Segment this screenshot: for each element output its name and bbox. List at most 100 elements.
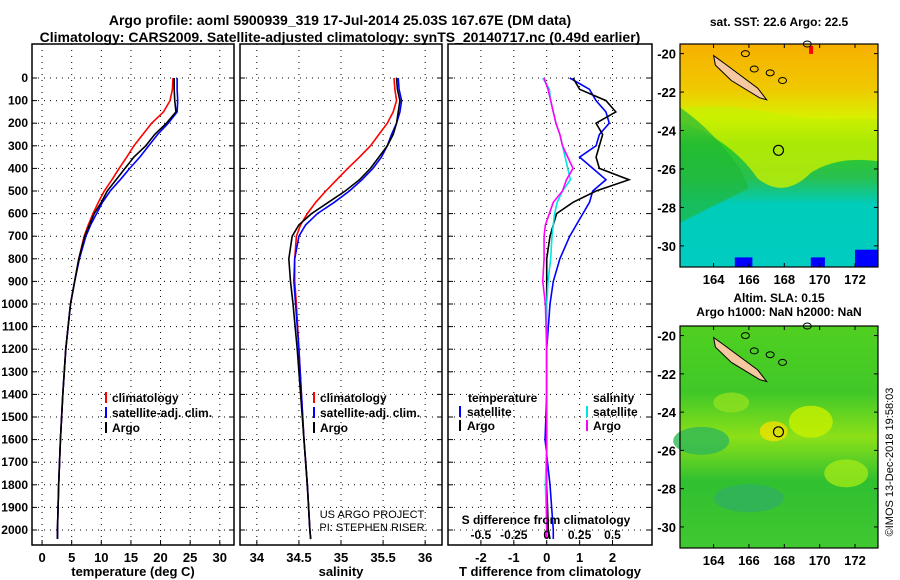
argo-float-marker	[772, 426, 785, 438]
map-subtitle: Argo h1000: NaN h2000: NaN	[696, 305, 861, 319]
lat-tick-label: -22	[657, 367, 676, 382]
x-tick-label: 30	[213, 550, 227, 565]
depth-tick-label: 800	[8, 252, 28, 266]
depth-tick-label: 2000	[1, 523, 28, 537]
lat-tick-label: -24	[657, 405, 677, 420]
map-frame	[679, 43, 879, 268]
sla-anomaly	[713, 392, 750, 413]
x-tick-label: 0	[543, 550, 550, 565]
x-tick-label: 2	[609, 550, 616, 565]
profile-panel-2	[239, 43, 443, 546]
attribution-pi: PI: STEPHEN RISER	[319, 522, 424, 534]
cold-patch	[855, 249, 878, 268]
legend-label: satellite	[467, 405, 512, 419]
legend-title-temperature: temperature	[468, 391, 538, 405]
x-tick-label: 10	[94, 550, 108, 565]
depth-tick-label: 1200	[1, 342, 28, 356]
x-tick-label: 15	[124, 550, 138, 565]
legend-label: satellite-adj. clim.	[320, 406, 420, 420]
depth-tick-label: 1800	[1, 478, 28, 492]
legend-label: climatology	[320, 391, 387, 405]
legend-swatch	[105, 422, 107, 433]
new-caledonia-landmass	[712, 336, 768, 383]
profile-panel-3	[447, 43, 653, 546]
cold-patch	[734, 257, 753, 268]
x-axis-label: salinity	[319, 564, 365, 579]
s-tick-label: -0.5	[471, 528, 492, 542]
lon-tick-label: 164	[703, 553, 725, 568]
map-title: Altim. SLA: 0.15	[733, 291, 825, 305]
lon-tick-label: 170	[809, 272, 831, 287]
depth-tick-label: 1700	[1, 455, 28, 469]
depth-tick-label: 1400	[1, 387, 28, 401]
panel-frame	[31, 43, 235, 546]
depth-tick-label: 1500	[1, 410, 28, 424]
depth-tick-label: 1100	[2, 320, 28, 334]
lon-tick-label: 172	[844, 272, 866, 287]
legend-label: satellite	[593, 405, 638, 419]
lat-tick-label: -24	[657, 124, 677, 139]
s-tick-label: 0.5	[604, 528, 621, 542]
lat-tick-label: -28	[657, 200, 676, 215]
s-tick-label: 0.25	[568, 528, 592, 542]
sla-anomaly	[824, 459, 869, 488]
x-axis-label: T difference from climatology	[459, 564, 642, 579]
series-line-argo	[56, 78, 177, 540]
legend-swatch	[459, 420, 461, 431]
x-tick-label: 36	[418, 550, 432, 565]
lat-tick-label: -30	[657, 239, 676, 254]
legend-swatch	[313, 392, 315, 403]
island-outline	[765, 69, 775, 77]
x-tick-label: 1	[576, 550, 583, 565]
island-outline	[740, 50, 750, 58]
s-tick-label: 0	[543, 528, 550, 542]
legend-label: satellite-adj. clim.	[112, 406, 212, 420]
legend-swatch	[313, 422, 315, 433]
series-line-satellite-adj-clim-	[56, 78, 179, 540]
lon-tick-label: 172	[844, 553, 866, 568]
series-line-climatology	[293, 77, 398, 540]
new-caledonia-landmass	[712, 54, 768, 101]
sla-anomaly	[713, 484, 784, 513]
lat-tick-label: -28	[657, 482, 676, 497]
island-outline	[765, 351, 775, 359]
legend-swatch	[586, 406, 588, 417]
argo-float-marker	[772, 144, 785, 156]
x-tick-label: 5	[68, 550, 75, 565]
depth-tick-label: 500	[8, 184, 28, 198]
series-line-salinity-argo	[541, 77, 574, 540]
legend-swatch	[313, 407, 315, 418]
series-line-argo	[288, 77, 401, 540]
lon-tick-label: 164	[703, 272, 725, 287]
cool-region	[680, 107, 749, 223]
lat-tick-label: -20	[657, 329, 676, 344]
lat-tick-label: -20	[657, 47, 676, 62]
legend-label: Argo	[112, 421, 140, 435]
map-title: sat. SST: 22.6 Argo: 22.5	[710, 15, 849, 29]
depth-tick-label: 1600	[1, 433, 28, 447]
series-line-temperature-argo	[545, 77, 632, 540]
depth-tick-label: 600	[8, 207, 28, 221]
depth-tick-label: 1000	[1, 297, 28, 311]
legend-swatch	[459, 406, 461, 417]
island-outline	[778, 358, 788, 366]
legend-swatch	[586, 420, 588, 431]
legend-label: climatology	[112, 391, 179, 405]
depth-tick-label: 0	[21, 71, 28, 85]
lon-tick-label: 166	[738, 553, 760, 568]
x-tick-label: 35	[334, 550, 348, 565]
cold-patch	[810, 257, 825, 268]
lat-tick-label: -26	[657, 443, 676, 458]
title-line-2: Climatology: CARS2009. Satellite-adjuste…	[39, 29, 641, 45]
sla-anomaly	[673, 426, 730, 455]
island-outline	[740, 332, 750, 340]
depth-tick-label: 1900	[1, 500, 28, 514]
map-panel-2	[673, 322, 879, 549]
x-tick-label: 34	[250, 550, 265, 565]
x-tick-label: 25	[183, 550, 197, 565]
lon-tick-label: 166	[738, 272, 760, 287]
sla-anomaly	[788, 405, 833, 438]
profile-panel-1	[31, 43, 235, 546]
